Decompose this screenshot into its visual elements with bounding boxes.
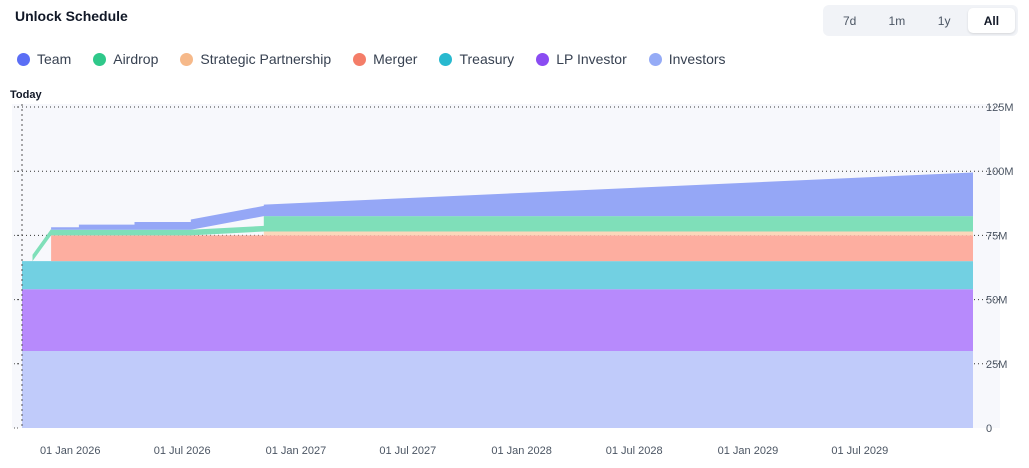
legend-dot-icon xyxy=(648,52,662,66)
legend-dot-icon xyxy=(93,52,107,66)
legend-dot-icon xyxy=(353,52,367,66)
y-tick-label: 125M xyxy=(986,102,1014,114)
area-merger xyxy=(22,235,973,262)
legend-dot-icon xyxy=(17,52,30,66)
x-tick-label: 01 Jul 2028 xyxy=(606,445,663,457)
area-treasury xyxy=(22,261,973,290)
time-range-selector: 7d 1m 1y All xyxy=(823,5,1018,36)
legend-item-lp-investor[interactable]: LP Investor xyxy=(536,51,627,67)
chart-legend: Team Airdrop Strategic Partnership Merger Tr… xyxy=(17,51,748,67)
legend-dot-icon xyxy=(536,52,550,66)
chart-title: Unlock Schedule xyxy=(15,8,128,24)
area-investors xyxy=(22,351,973,428)
range-button-all[interactable]: All xyxy=(967,8,1015,33)
x-tick-label: 01 Jan 2029 xyxy=(718,445,779,457)
legend-label: Strategic Partnership xyxy=(200,51,332,67)
legend-label: Merger xyxy=(373,51,418,67)
legend-label: LP Investor xyxy=(556,51,627,67)
x-tick-label: 01 Jul 2026 xyxy=(154,445,211,457)
legend-item-treasury[interactable]: Treasury xyxy=(439,51,514,67)
range-button-1m[interactable]: 1m xyxy=(888,13,906,28)
x-tick-label: 01 Jan 2026 xyxy=(40,445,101,457)
legend-dot-icon xyxy=(180,52,194,66)
area-team xyxy=(22,172,973,262)
area-lp-investor xyxy=(22,289,973,351)
legend-label: Airdrop xyxy=(113,51,159,67)
x-tick-label: 01 Jul 2027 xyxy=(379,445,436,457)
legend-dot-icon xyxy=(439,52,453,66)
y-tick-label: 0 xyxy=(986,423,992,435)
legend-item-merger[interactable]: Merger xyxy=(353,51,417,67)
today-label: Today xyxy=(10,89,42,101)
legend-item-airdrop[interactable]: Airdrop xyxy=(93,51,158,67)
y-tick-label: 25M xyxy=(986,359,1007,371)
y-tick-label: 100M xyxy=(986,166,1014,178)
y-tick-label: 50M xyxy=(986,295,1007,307)
legend-item-team[interactable]: Team xyxy=(17,51,71,67)
legend-label: Team xyxy=(37,51,72,67)
range-button-7d[interactable]: 7d xyxy=(842,13,857,28)
area-strategic-partnership xyxy=(22,231,973,262)
x-tick-label: 01 Jan 2028 xyxy=(491,445,552,457)
x-tick-label: 01 Jul 2029 xyxy=(831,445,888,457)
y-tick-label: 75M xyxy=(986,230,1007,242)
range-button-1y[interactable]: 1y xyxy=(937,13,951,28)
x-tick-label: 01 Jan 2027 xyxy=(266,445,327,457)
legend-item-strategic-partnership[interactable]: Strategic Partnership xyxy=(180,51,331,67)
legend-label: Investors xyxy=(668,51,726,67)
legend-item-investors[interactable]: Investors xyxy=(648,51,726,67)
area-airdrop xyxy=(22,216,973,262)
legend-label: Treasury xyxy=(459,51,515,67)
